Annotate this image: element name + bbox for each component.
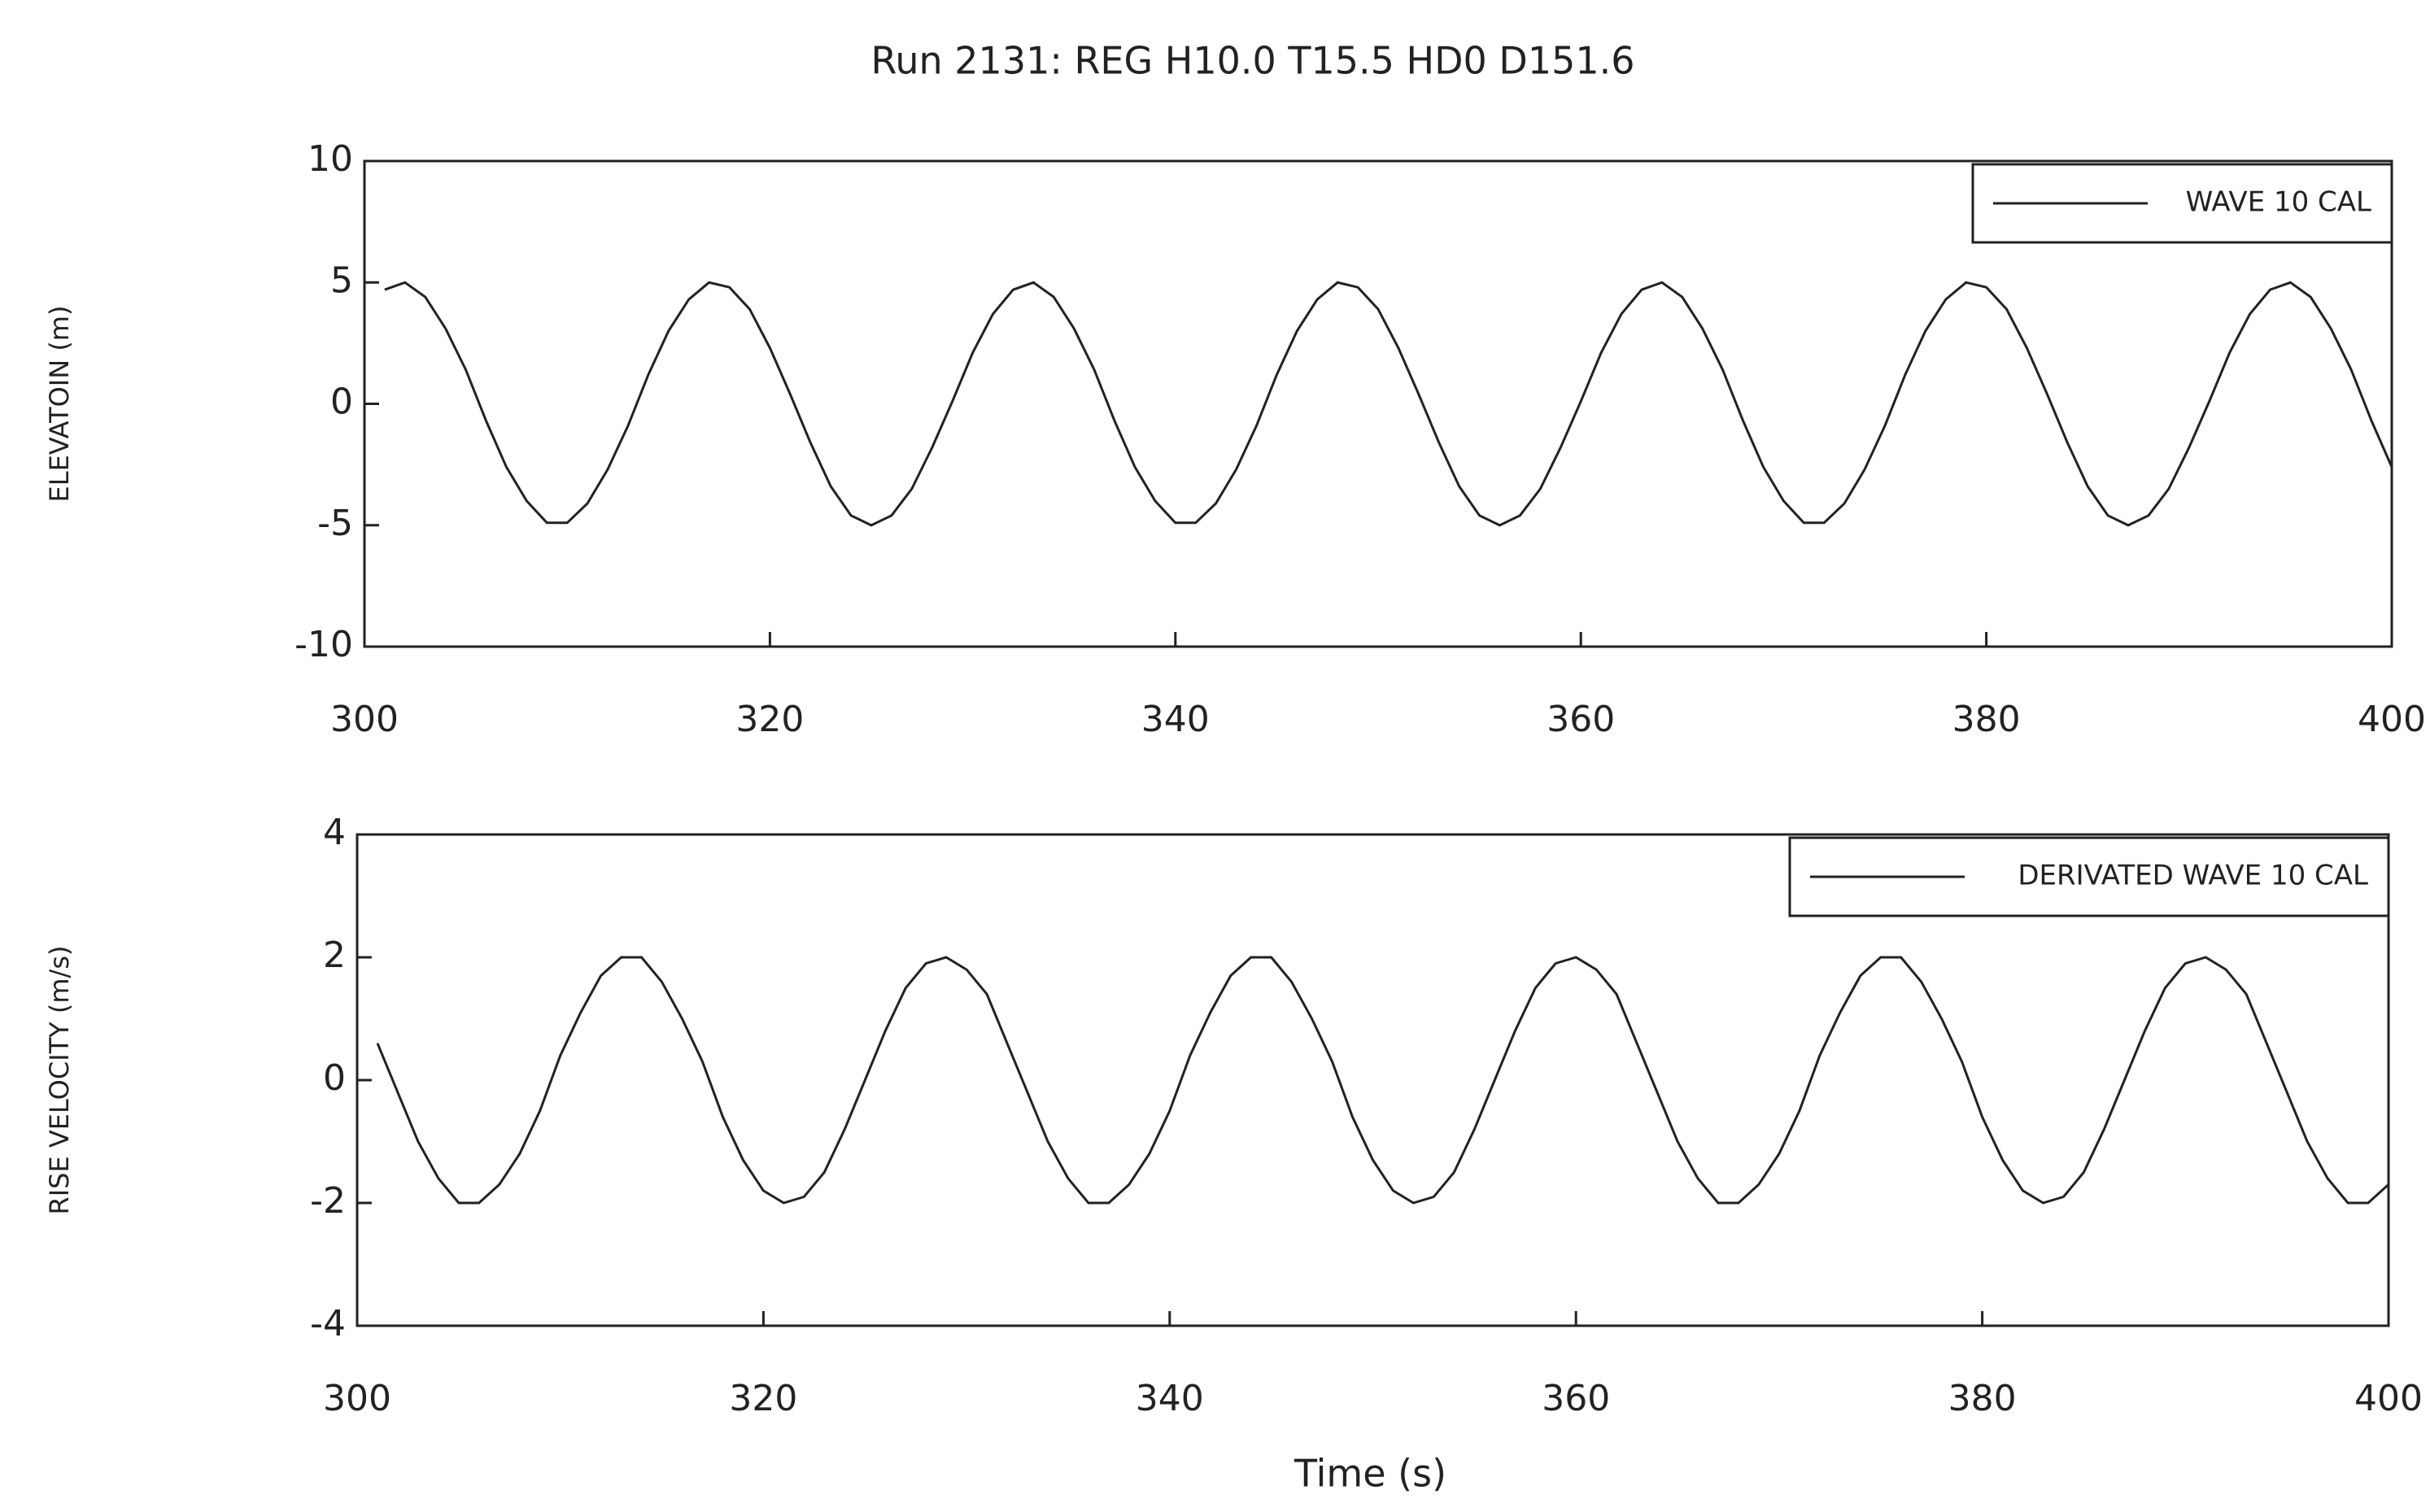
y-tick-label: 2 — [323, 935, 346, 976]
chart-title: Run 2131: REG H10.0 T15.5 HD0 D151.6 — [870, 39, 1634, 83]
y-tick-label: 10 — [308, 138, 353, 180]
x-tick-label: 320 — [735, 699, 804, 740]
data-line — [376, 956, 2390, 1205]
x-tick-label: 400 — [2358, 699, 2426, 740]
y-tick-label: -5 — [317, 503, 353, 544]
y-tick-label: 4 — [323, 812, 346, 853]
x-axis-label: Time (s) — [1294, 1452, 1446, 1496]
y-tick-label: -10 — [294, 624, 353, 665]
x-tick-label: 340 — [1141, 699, 1210, 740]
data-line — [384, 281, 2393, 527]
y-tick-label: 0 — [323, 1057, 346, 1099]
x-tick-label: 300 — [330, 699, 399, 740]
legend-label: DERIVATED WAVE 10 CAL — [2018, 860, 2368, 892]
legend-label: WAVE 10 CAL — [2186, 186, 2371, 219]
y-tick-label: -2 — [310, 1180, 346, 1222]
y-tick-label: 5 — [330, 259, 353, 301]
x-tick-label: 380 — [1952, 699, 2021, 740]
x-tick-label: 400 — [2354, 1378, 2423, 1419]
y-axis-label: RISE VELOCITY (m/s) — [44, 946, 75, 1215]
y-tick-label: 0 — [330, 381, 353, 423]
x-tick-label: 340 — [1136, 1378, 1204, 1419]
x-tick-label: 360 — [1547, 699, 1615, 740]
x-tick-label: 320 — [729, 1378, 797, 1419]
y-axis-label: ELEVATOIN (m) — [44, 306, 75, 503]
y-tick-label: -4 — [310, 1303, 346, 1344]
x-tick-label: 380 — [1948, 1378, 2017, 1419]
x-tick-label: 300 — [323, 1378, 391, 1419]
x-tick-label: 360 — [1542, 1378, 1610, 1419]
